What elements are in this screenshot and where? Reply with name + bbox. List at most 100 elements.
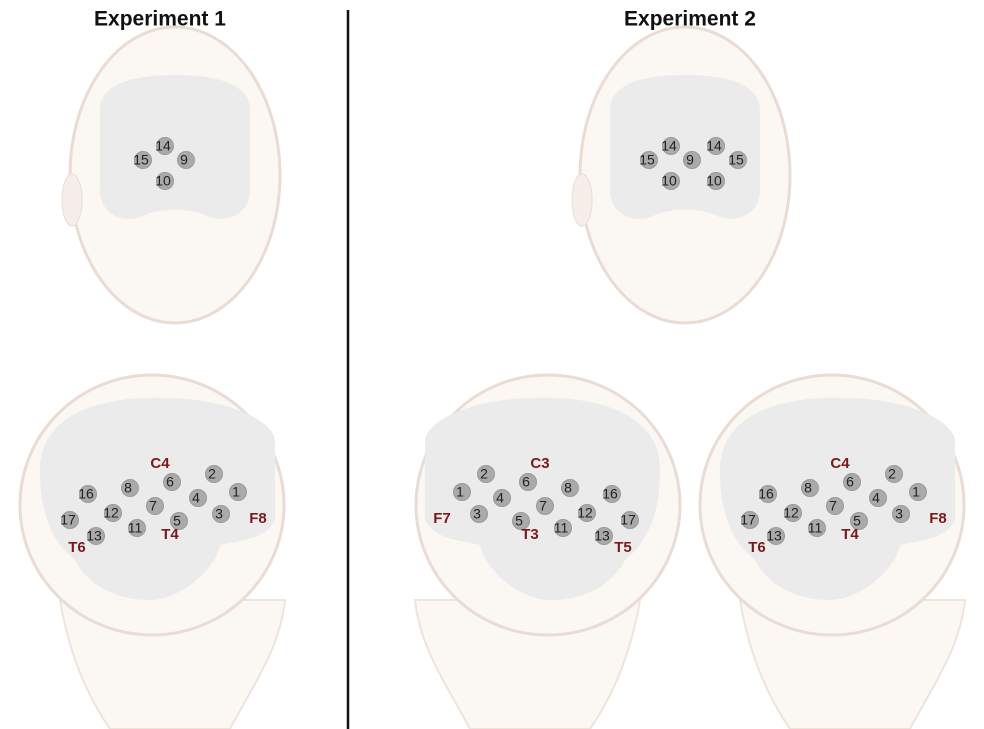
electrode-label: 6 — [522, 474, 530, 490]
electrode — [87, 527, 105, 545]
electrode — [104, 504, 122, 522]
electrode-label: 15 — [639, 152, 655, 168]
electrode — [885, 465, 903, 483]
electrode-label: 8 — [804, 480, 812, 496]
electrode-label: 10 — [155, 173, 171, 189]
electrode-label: 14 — [155, 138, 171, 154]
electrode-label: 1 — [912, 484, 920, 500]
ear — [571, 173, 593, 227]
electrode — [170, 512, 188, 530]
electrode-label: 2 — [480, 466, 488, 482]
electrode-label: 6 — [846, 474, 854, 490]
electrode — [128, 519, 146, 537]
electrode — [229, 483, 247, 501]
electrode — [729, 151, 747, 169]
electrode-label: 1 — [456, 484, 464, 500]
electrode-label: 17 — [620, 512, 636, 528]
electrode-label: 5 — [515, 513, 523, 529]
electrode-label: 4 — [496, 490, 504, 506]
electrode-label: 7 — [149, 498, 157, 514]
electrode — [146, 497, 164, 515]
electrode — [561, 479, 579, 497]
electrode — [640, 151, 658, 169]
site-label: F7 — [433, 510, 451, 527]
electrode — [536, 497, 554, 515]
panel-title: Experiment 1 — [94, 8, 226, 31]
electrode — [603, 485, 621, 503]
electrode — [205, 465, 223, 483]
electrode-label: 17 — [740, 512, 756, 528]
electrode — [177, 151, 195, 169]
electrode-label: 15 — [728, 152, 744, 168]
electrode — [801, 479, 819, 497]
electrode-label: 13 — [594, 528, 610, 544]
electrode-label: 12 — [783, 505, 799, 521]
electrode — [850, 512, 868, 530]
electrode-label: 5 — [173, 513, 181, 529]
electrode-label: 9 — [180, 152, 188, 168]
electrode-label: 7 — [539, 498, 547, 514]
electrode-label: 12 — [577, 505, 593, 521]
electrode — [512, 512, 530, 530]
electrode — [554, 519, 572, 537]
electrode-label: 1 — [232, 484, 240, 500]
electrode-label: 11 — [808, 520, 823, 536]
electrode-label: 6 — [166, 474, 174, 490]
ear — [61, 173, 83, 227]
electrode — [662, 137, 680, 155]
electrode-label: 3 — [215, 506, 223, 522]
electrode-label: 4 — [872, 490, 880, 506]
electrode — [595, 527, 613, 545]
electrode-label: 11 — [554, 520, 569, 536]
electrode-label: 2 — [208, 466, 216, 482]
site-label: T4 — [161, 526, 179, 543]
electrode — [767, 527, 785, 545]
scalp-region — [100, 75, 250, 219]
electrode — [493, 489, 511, 507]
site-label: F8 — [249, 510, 267, 527]
electrode — [909, 483, 927, 501]
electrode — [189, 489, 207, 507]
electrode — [683, 151, 701, 169]
head-side — [18, 373, 287, 729]
electrode-label: 16 — [602, 486, 618, 502]
electrode — [519, 473, 537, 491]
electrode-label: 13 — [766, 528, 782, 544]
electrode — [61, 511, 79, 529]
electrode-label: 10 — [661, 173, 677, 189]
head-back — [61, 25, 282, 325]
electrode-label: 3 — [473, 506, 481, 522]
electrode-label: 11 — [128, 520, 143, 536]
electrode — [156, 172, 174, 190]
panel-title: Experiment 2 — [624, 8, 756, 31]
scalp-region — [610, 75, 760, 219]
electrode — [741, 511, 759, 529]
site-label: F8 — [929, 510, 947, 527]
site-label: C4 — [830, 455, 850, 472]
electrode-label: 14 — [706, 138, 722, 154]
electrode-label: 5 — [853, 513, 861, 529]
electrode — [79, 485, 97, 503]
electrode — [843, 473, 861, 491]
site-label: T3 — [521, 526, 539, 543]
electrode-label: 17 — [60, 512, 76, 528]
head-back — [571, 25, 792, 325]
electrode — [784, 504, 802, 522]
electrode-label: 9 — [686, 152, 694, 168]
electrode-label: 12 — [103, 505, 119, 521]
head-side — [698, 373, 967, 729]
electrode-label: 3 — [895, 506, 903, 522]
electrode — [808, 519, 826, 537]
electrode-label: 10 — [706, 173, 722, 189]
electrode-label: 16 — [78, 486, 94, 502]
electrode-label: 4 — [192, 490, 200, 506]
electrode-label: 14 — [661, 138, 677, 154]
electrode — [707, 172, 725, 190]
electrode — [212, 505, 230, 523]
site-label: C4 — [150, 455, 170, 472]
head-shapes — [18, 25, 967, 729]
electrode-label: 2 — [888, 466, 896, 482]
electrode — [621, 511, 639, 529]
site-label: T6 — [748, 539, 766, 556]
electrode — [156, 137, 174, 155]
